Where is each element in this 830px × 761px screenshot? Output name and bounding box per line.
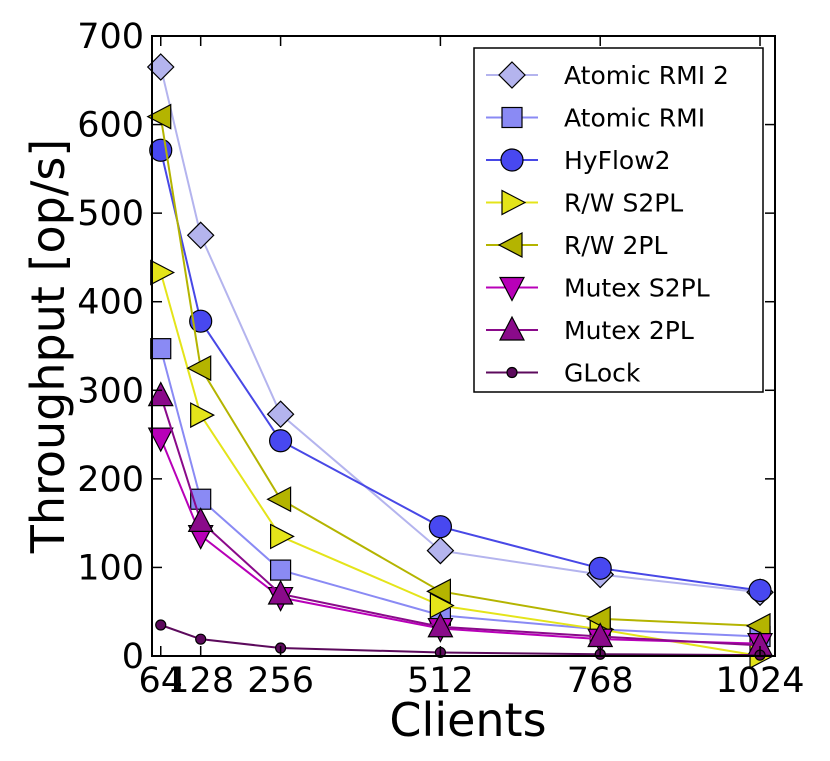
legend-marker-mutex-2pl [499, 315, 525, 341]
y-tick-label-200: 200 [77, 460, 144, 500]
legend-label-atomic-rmi-2: Atomic RMI 2 [564, 61, 729, 90]
series-line-glock [160, 624, 761, 657]
legend-label-r-w-s2pl: R/W S2PL [564, 189, 683, 218]
data-point-mutex-2pl-256 [267, 579, 294, 605]
series-line-r-w-2pl [159, 116, 761, 627]
series-line-r-w-s2pl [159, 272, 761, 657]
data-point-atomic-rmi-64 [150, 338, 172, 360]
legend-label-hyflow2: HyFlow2 [564, 146, 671, 175]
data-point-glock-64 [155, 619, 167, 631]
y-tick-label-100: 100 [77, 548, 144, 588]
series-mutex-2pl [147, 381, 774, 656]
legend-marker-atomic-rmi [501, 106, 523, 129]
plot-frame [151, 35, 776, 657]
data-point-atomic-rmi-256 [269, 559, 292, 581]
legend-label-r-w-2pl: R/W 2PL [564, 231, 667, 260]
data-point-r-w-2pl-1024 [745, 612, 771, 639]
x-tick-label-1024: 1024 [715, 661, 804, 701]
legend-item-atomic-rmi-2: Atomic RMI 2 [486, 61, 729, 90]
legend-item-atomic-rmi: Atomic RMI [486, 104, 705, 133]
y-tick-label-600: 600 [77, 106, 144, 146]
legend-marker-r-w-2pl [497, 232, 523, 258]
data-point-mutex-s2pl-64 [147, 427, 174, 453]
legend-label-mutex-s2pl: Mutex S2PL [564, 274, 710, 303]
legend-items: Atomic RMI 2 Atomic RMI HyFlow2 R/W S2PL R/W… [486, 61, 729, 388]
series-line-atomic-rmi-2 [159, 66, 761, 594]
data-point-mutex-2pl-512 [427, 612, 454, 638]
legend-label-mutex-2pl: Mutex 2PL [564, 316, 694, 345]
legend-item-hyflow2: HyFlow2 [486, 146, 671, 175]
series-line-mutex-s2pl [159, 437, 761, 645]
x-tick-label-512: 512 [407, 661, 474, 701]
series-line-hyflow2 [159, 150, 761, 592]
legend-marker-r-w-s2pl [501, 189, 527, 216]
data-point-hyflow2-768 [588, 556, 612, 580]
data-point-r-w-2pl-256 [266, 486, 292, 513]
data-point-hyflow2-64 [149, 138, 173, 162]
data-point-mutex-2pl-64 [147, 381, 174, 407]
data-point-atomic-rmi-2-256 [266, 400, 295, 429]
legend-label-atomic-rmi: Atomic RMI [564, 104, 705, 133]
data-point-r-w-2pl-64 [146, 103, 172, 130]
legend-marker-hyflow2 [500, 148, 524, 172]
data-point-r-w-2pl-512 [426, 578, 452, 605]
y-tick-label-700: 700 [77, 17, 144, 57]
x-axis-title: Clients [389, 693, 546, 747]
data-point-r-w-s2pl-128 [190, 402, 215, 429]
series-hyflow2 [149, 138, 772, 603]
legend-item-mutex-2pl: Mutex 2PL [486, 315, 694, 345]
x-tick-label-64: 64 [138, 661, 183, 701]
series-line-mutex-2pl [159, 395, 761, 647]
y-tick-label-300: 300 [77, 371, 144, 411]
legend: Atomic RMI 2 Atomic RMI HyFlow2 R/W S2PL R/W… [473, 47, 764, 393]
data-point-r-w-2pl-768 [585, 605, 611, 632]
data-point-hyflow2-128 [189, 309, 213, 333]
y-tick-label-400: 400 [77, 283, 144, 323]
data-point-atomic-rmi-2-512 [426, 536, 455, 565]
data-point-r-w-s2pl-256 [269, 523, 295, 550]
y-tick-label-500: 500 [77, 194, 144, 234]
legend-item-r-w-2pl: R/W 2PL [486, 231, 667, 260]
data-point-mutex-2pl-128 [187, 507, 214, 532]
data-point-glock-128 [195, 633, 207, 645]
legend-box [473, 47, 764, 393]
x-tick-label-768: 768 [567, 661, 634, 701]
legend-marker-mutex-s2pl [499, 276, 525, 302]
legend-item-glock: GLock [486, 359, 641, 388]
x-tick-label-256: 256 [247, 661, 314, 701]
data-point-atomic-rmi-2-128 [186, 221, 215, 250]
legend-marker-atomic-rmi-2 [498, 61, 526, 89]
series-line-atomic-rmi [159, 348, 761, 638]
data-point-hyflow2-1024 [748, 578, 772, 603]
legend-label-glock: GLock [564, 359, 641, 388]
legend-item-r-w-s2pl: R/W S2PL [486, 189, 683, 218]
legend-item-mutex-s2pl: Mutex S2PL [486, 274, 710, 303]
data-point-r-w-2pl-128 [186, 355, 212, 382]
series-r-w-2pl [146, 103, 771, 639]
data-point-hyflow2-512 [428, 515, 453, 539]
legend-marker-glock [506, 366, 518, 379]
x-tick-label-128: 128 [167, 661, 234, 701]
y-axis-title: Throughput [op/s] [21, 139, 75, 555]
y-tick-label-0: 0 [122, 637, 144, 677]
data-point-hyflow2-256 [268, 429, 293, 453]
data-point-r-w-s2pl-64 [150, 259, 176, 286]
